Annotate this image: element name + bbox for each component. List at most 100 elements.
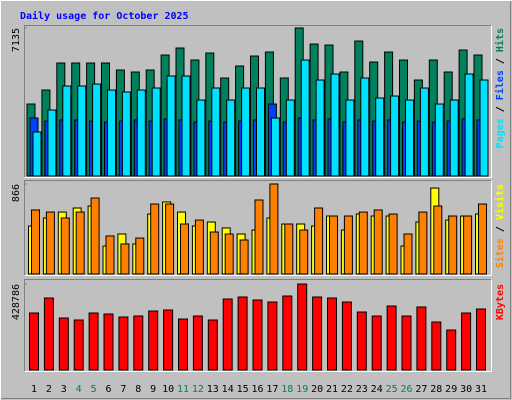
x-tick-label: 27	[415, 384, 427, 395]
bar	[254, 199, 264, 275]
bar	[58, 317, 69, 371]
bar	[105, 235, 115, 275]
bar	[239, 239, 249, 275]
panel-bevel-light	[24, 279, 492, 372]
bar	[356, 311, 367, 371]
bar	[270, 117, 280, 177]
bar	[358, 211, 368, 275]
bar	[180, 223, 189, 275]
x-tick-label: 24	[371, 384, 383, 395]
x-tick-label: 14	[222, 384, 234, 395]
x-tick-label: 9	[150, 384, 156, 395]
x-tick-label: 5	[91, 384, 97, 395]
x-tick-label: 16	[251, 384, 263, 395]
legend-entry: Files	[494, 70, 506, 100]
x-tick-label: 25	[386, 384, 398, 395]
y-tick-label: 428786	[11, 284, 22, 320]
bar	[211, 87, 221, 177]
panel-bevel-light	[24, 25, 492, 178]
x-tick-label: 6	[105, 384, 111, 395]
panel-bevel-dark	[24, 180, 492, 276]
bar	[241, 87, 251, 177]
x-tick-label: 22	[341, 384, 353, 395]
legend-entry: KBytes	[495, 284, 506, 320]
bar	[75, 211, 85, 275]
bar	[207, 319, 218, 371]
x-tick-label: 31	[475, 384, 487, 395]
bar	[476, 308, 486, 371]
bar	[237, 296, 248, 371]
bar	[60, 217, 70, 275]
bar	[433, 205, 443, 275]
bar	[43, 297, 54, 371]
bar	[416, 306, 427, 371]
legend-separator: /	[495, 100, 506, 118]
bar	[282, 295, 293, 371]
bar	[299, 229, 309, 275]
bar	[405, 99, 414, 177]
bar	[224, 233, 234, 275]
bar	[178, 318, 188, 371]
x-tick-label: 10	[162, 384, 174, 395]
bar	[136, 89, 146, 177]
bar	[285, 99, 295, 177]
bar	[252, 299, 263, 371]
bar	[386, 305, 397, 371]
bar	[390, 95, 400, 177]
legend: Pages / Files / Hits	[494, 28, 506, 148]
legend: KBytes	[495, 284, 506, 320]
bar	[284, 223, 294, 275]
bar	[300, 59, 310, 177]
bar	[133, 315, 144, 371]
y-tick-label: 7135	[11, 28, 22, 52]
panel-bevel-dark	[24, 279, 492, 372]
x-tick-label: 13	[207, 384, 219, 395]
bar	[150, 203, 160, 275]
legend-entry: Hits	[494, 28, 506, 52]
panel-bevel-dark	[24, 25, 492, 178]
x-tick-label: 23	[356, 384, 368, 395]
bar	[419, 87, 429, 177]
bar	[194, 219, 204, 275]
bar	[330, 73, 340, 177]
bar	[329, 215, 338, 275]
bar	[267, 301, 278, 371]
bar	[448, 215, 458, 275]
x-tick-label: 11	[177, 384, 189, 395]
bar	[90, 197, 100, 275]
x-tick-label: 20	[311, 384, 323, 395]
bar	[47, 109, 57, 177]
bar	[73, 319, 84, 371]
bar	[314, 207, 324, 275]
bar	[165, 203, 175, 275]
bar	[446, 329, 457, 371]
bar	[327, 297, 337, 371]
bar	[103, 313, 114, 371]
bar	[88, 312, 99, 371]
x-tick-label: 17	[266, 384, 278, 395]
bar	[371, 315, 382, 371]
bar	[478, 203, 487, 275]
bar	[431, 321, 442, 371]
bar	[401, 315, 412, 371]
chart-title: Daily usage for October 2025	[20, 10, 189, 22]
bar	[360, 77, 370, 177]
x-tick-label: 1	[31, 384, 37, 395]
bar	[479, 79, 489, 177]
x-tick-label: 8	[135, 384, 141, 395]
bar	[315, 79, 325, 177]
x-tick-label: 2	[46, 384, 52, 395]
bar	[118, 316, 129, 371]
bar	[107, 89, 116, 177]
legend-entry: Visits	[494, 184, 506, 220]
bar	[120, 243, 130, 275]
bar	[375, 97, 385, 177]
x-tick-label: 30	[460, 384, 472, 395]
bar	[341, 301, 352, 371]
x-tick-label: 19	[296, 384, 308, 395]
bar	[29, 312, 39, 371]
bar	[343, 215, 353, 275]
x-tick-label: 28	[430, 384, 442, 395]
